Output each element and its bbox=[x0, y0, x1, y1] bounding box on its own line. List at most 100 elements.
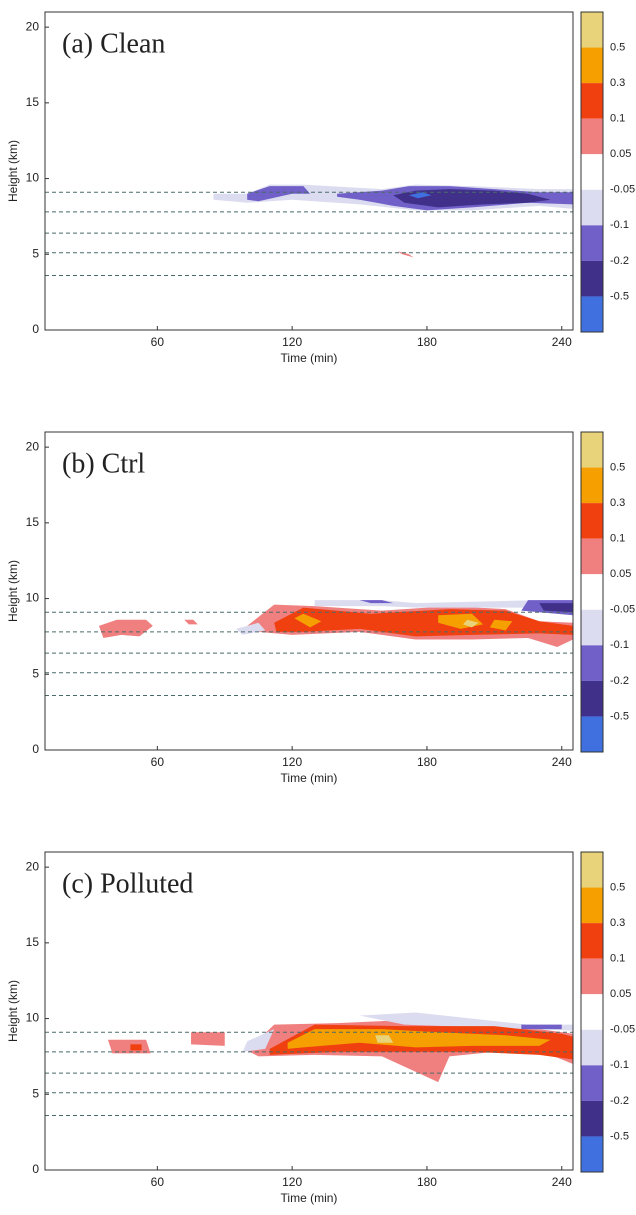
y-tick-label: 5 bbox=[32, 1086, 39, 1100]
colorbar-label: 0.05 bbox=[610, 988, 631, 1000]
contour-patch bbox=[274, 607, 573, 637]
x-tick-label: 240 bbox=[552, 1175, 572, 1189]
colorbar-swatch bbox=[581, 680, 603, 717]
contour-patch bbox=[359, 600, 394, 604]
colorbar-label: 0.5 bbox=[610, 461, 625, 473]
plot-frame bbox=[44, 851, 574, 1171]
y-axis-label: Height (km) bbox=[6, 560, 20, 622]
colorbar-label: -0.2 bbox=[610, 255, 629, 267]
colorbar-label: 0.3 bbox=[610, 917, 625, 929]
colorbar-swatch bbox=[581, 12, 603, 48]
x-tick-label: 60 bbox=[151, 335, 165, 349]
colorbar-swatch bbox=[581, 923, 603, 959]
contour-patch bbox=[397, 251, 414, 258]
colorbar-swatch bbox=[581, 645, 603, 681]
colorbar-swatch bbox=[581, 538, 603, 575]
x-tick-label: 240 bbox=[552, 335, 572, 349]
colorbar-label: 0.05 bbox=[610, 148, 631, 160]
colorbar-swatch bbox=[581, 432, 603, 468]
colorbar-label: -0.1 bbox=[610, 639, 629, 651]
colorbar-swatch bbox=[581, 887, 603, 924]
plot bbox=[45, 1012, 573, 1116]
colorbar-label: 0.3 bbox=[610, 497, 625, 509]
y-tick-label: 15 bbox=[26, 95, 40, 109]
colorbar-label: 0.05 bbox=[610, 568, 631, 580]
contour-patch bbox=[539, 603, 573, 613]
x-axis-label: Time (min) bbox=[281, 771, 338, 785]
y-tick-label: 0 bbox=[32, 322, 39, 336]
colorbar-swatch bbox=[581, 1136, 603, 1172]
x-tick-label: 180 bbox=[417, 1175, 437, 1189]
colorbar-swatch bbox=[581, 118, 603, 155]
contour-patch bbox=[107, 1039, 151, 1054]
y-tick-label: 15 bbox=[26, 515, 40, 529]
colorbar-swatch bbox=[581, 1100, 603, 1137]
colorbar-swatch bbox=[581, 83, 603, 119]
colorbar-swatch bbox=[581, 225, 603, 261]
colorbar-swatch bbox=[581, 1065, 603, 1101]
y-axis-label: Height (km) bbox=[6, 140, 20, 202]
panel-title: (c) Polluted bbox=[62, 868, 193, 899]
colorbar-label: -0.05 bbox=[610, 1024, 635, 1036]
colorbar-frame bbox=[580, 431, 604, 753]
contour-patch bbox=[184, 619, 198, 625]
y-tick-label: 10 bbox=[26, 591, 40, 605]
y-tick-label: 5 bbox=[32, 666, 39, 680]
colorbar-label: -0.2 bbox=[610, 675, 629, 687]
colorbar-swatch bbox=[581, 574, 603, 610]
colorbar-swatch bbox=[581, 154, 603, 190]
colorbar-swatch bbox=[581, 260, 603, 297]
colorbar-swatch bbox=[581, 1029, 603, 1066]
colorbar-label: -0.2 bbox=[610, 1095, 629, 1107]
colorbar-swatch bbox=[581, 716, 603, 752]
x-tick-label: 180 bbox=[417, 335, 437, 349]
plot bbox=[45, 600, 573, 696]
y-tick-label: 0 bbox=[32, 1162, 39, 1176]
x-tick-label: 60 bbox=[151, 1175, 165, 1189]
colorbar-swatch bbox=[581, 47, 603, 84]
contour-patch bbox=[408, 192, 432, 199]
contour-patch bbox=[242, 1029, 275, 1052]
colorbar-label: 0.1 bbox=[610, 533, 625, 545]
colorbar-swatch bbox=[581, 467, 603, 504]
colorbar-label: -0.05 bbox=[610, 184, 635, 196]
colorbar-swatch bbox=[581, 189, 603, 226]
x-tick-label: 240 bbox=[552, 755, 572, 769]
y-tick-label: 5 bbox=[32, 246, 39, 260]
colorbar-swatch bbox=[581, 503, 603, 539]
y-tick-label: 15 bbox=[26, 935, 40, 949]
y-tick-label: 10 bbox=[26, 1011, 40, 1025]
colorbar-frame bbox=[580, 11, 604, 333]
y-tick-label: 20 bbox=[26, 439, 40, 453]
contour-patch bbox=[247, 186, 311, 202]
colorbar-label: 0.3 bbox=[610, 77, 625, 89]
colorbar-swatch bbox=[581, 852, 603, 888]
x-tick-label: 120 bbox=[282, 1175, 302, 1189]
y-tick-label: 10 bbox=[26, 171, 40, 185]
contour-patch bbox=[393, 189, 551, 208]
contour-patch bbox=[130, 1044, 142, 1051]
colorbar-label: -0.05 bbox=[610, 604, 635, 616]
contour-patch bbox=[359, 1012, 573, 1031]
x-tick-label: 60 bbox=[151, 755, 165, 769]
contour-patch bbox=[294, 613, 322, 628]
contour-patch bbox=[489, 619, 513, 631]
x-tick-label: 120 bbox=[282, 755, 302, 769]
colorbar-label: -0.1 bbox=[610, 219, 629, 231]
colorbar-label: -0.5 bbox=[610, 1130, 629, 1142]
colorbar-swatch bbox=[581, 994, 603, 1030]
plot-frame bbox=[44, 431, 574, 751]
y-tick-label: 20 bbox=[26, 859, 40, 873]
x-tick-label: 180 bbox=[417, 755, 437, 769]
contour-patch bbox=[375, 1035, 394, 1043]
plot-frame bbox=[44, 11, 574, 331]
colorbar-frame bbox=[580, 851, 604, 1173]
contour-patch bbox=[462, 619, 479, 628]
colorbar-label: 0.1 bbox=[610, 953, 625, 965]
colorbar-label: -0.5 bbox=[610, 710, 629, 722]
plot bbox=[45, 184, 573, 276]
colorbar-label: 0.5 bbox=[610, 881, 625, 893]
x-tick-label: 120 bbox=[282, 335, 302, 349]
colorbar-label: -0.5 bbox=[610, 290, 629, 302]
y-tick-label: 0 bbox=[32, 742, 39, 756]
